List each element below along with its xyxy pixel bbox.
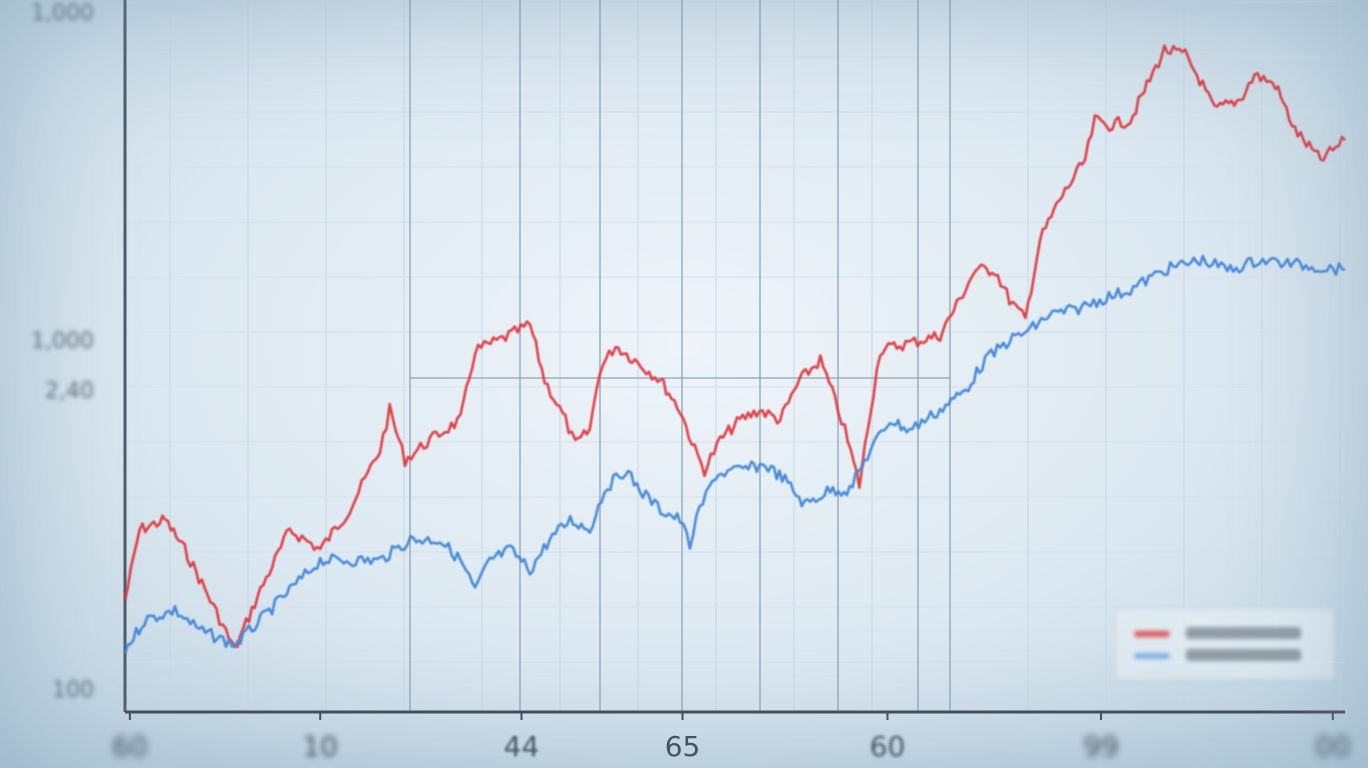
x-tick-label: 00 bbox=[1314, 730, 1351, 763]
x-tick-label: 60 bbox=[869, 730, 906, 763]
legend bbox=[1115, 608, 1335, 680]
legend-label-blue bbox=[1186, 649, 1301, 661]
x-tick-label: 10 bbox=[302, 730, 338, 763]
x-tick-label: 65 bbox=[664, 730, 701, 763]
y-tick-label: 1,000 bbox=[31, 1, 94, 27]
legend-swatch-blue bbox=[1134, 653, 1170, 659]
x-tick-label: 44 bbox=[503, 730, 540, 763]
series-line-red bbox=[123, 44, 1346, 648]
axes bbox=[123, 0, 1345, 720]
legend-swatch-red bbox=[1134, 631, 1170, 637]
x-tick-label: 99 bbox=[1083, 730, 1119, 763]
x-tick-label: 60 bbox=[112, 730, 148, 763]
series-line-blue bbox=[123, 254, 1346, 654]
legend-label-red bbox=[1186, 627, 1301, 639]
grid bbox=[125, 0, 1345, 712]
y-tick-label: 2,40 bbox=[45, 378, 94, 404]
y-tick-label: 1,000 bbox=[31, 328, 94, 354]
series-lines bbox=[123, 44, 1346, 654]
y-tick-label: 100 bbox=[52, 677, 94, 703]
